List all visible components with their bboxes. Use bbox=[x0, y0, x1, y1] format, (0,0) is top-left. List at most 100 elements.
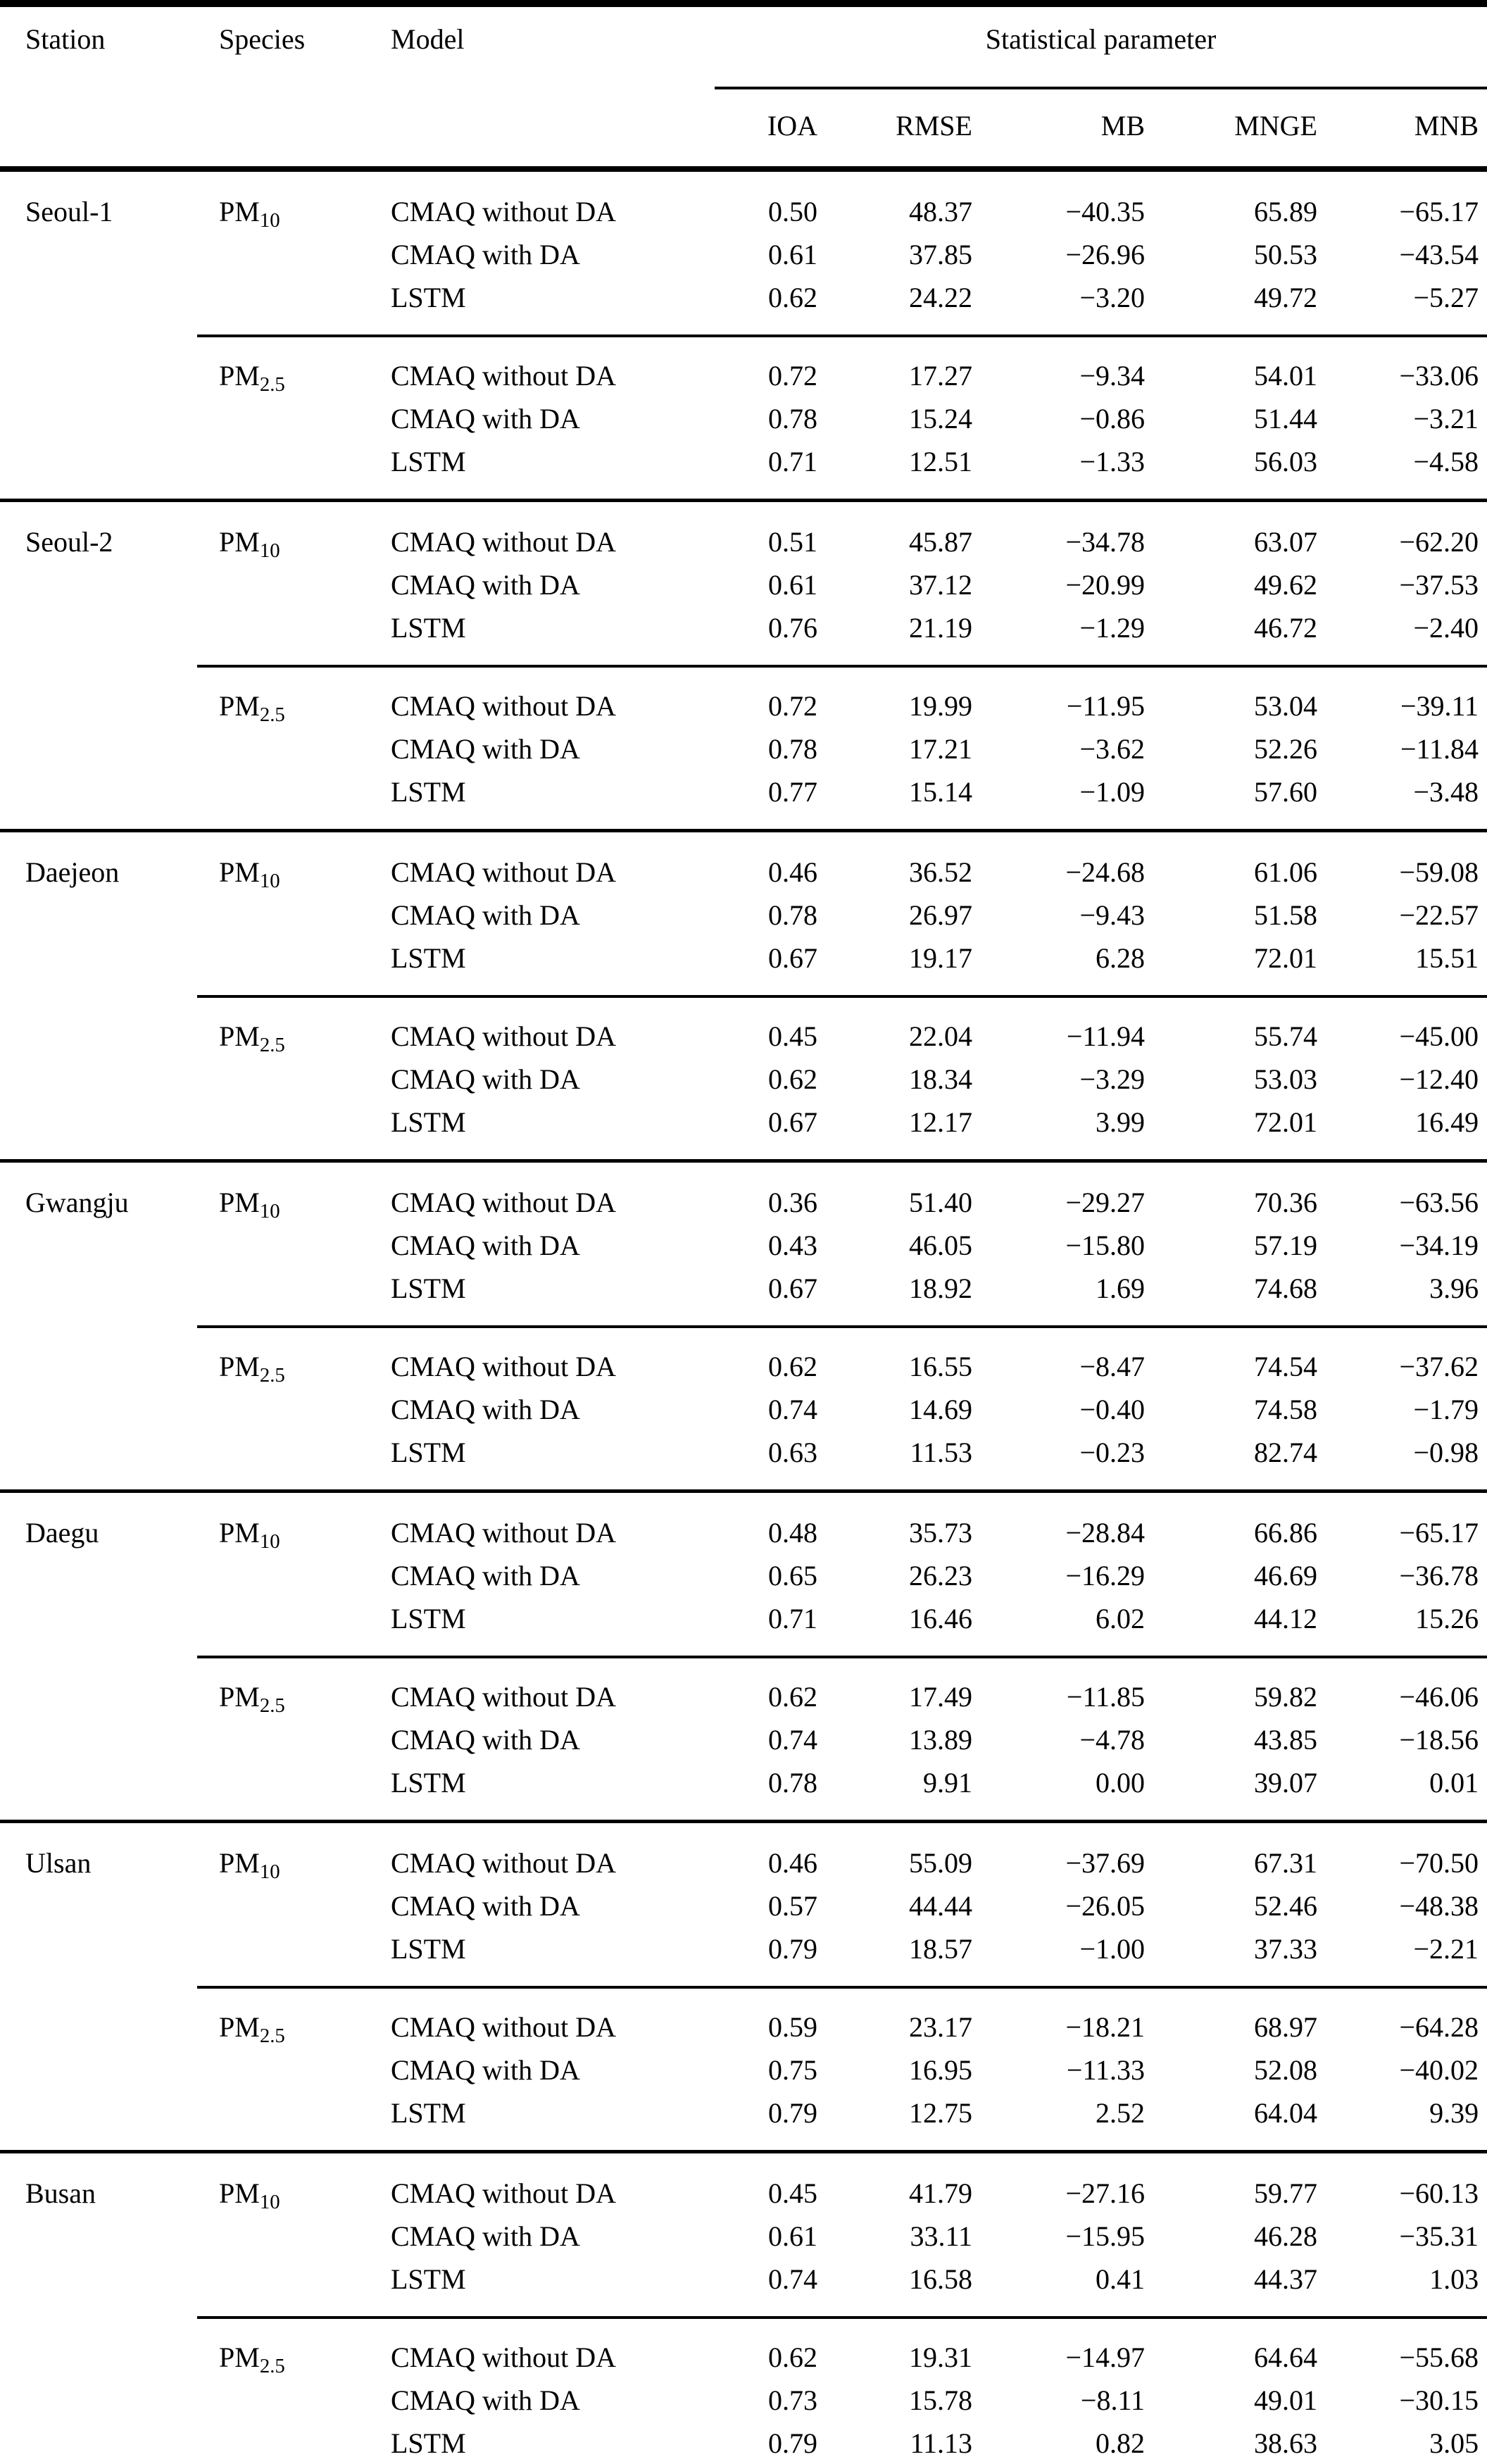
species-label: PM10 bbox=[197, 1489, 384, 1657]
stat-value-rmse: 35.73 bbox=[820, 1489, 975, 1554]
stat-value-ioa: 0.71 bbox=[768, 1603, 817, 1634]
stat-value-ioa: 0.76 bbox=[768, 612, 817, 644]
model-name: CMAQ with DA bbox=[391, 1724, 580, 1756]
stat-value-mnge: 57.60 bbox=[1254, 776, 1317, 808]
table-row: Daegu PM10 CMAQ without DA 0.48 35.73 −28.84 6… bbox=[0, 1489, 1487, 1822]
table-row: PM2.5 CMAQ without DA 0.59 23.17 −18.21 68.97… bbox=[0, 1986, 1487, 2152]
stat-value-mnge: 53.03 bbox=[1254, 1063, 1317, 1095]
column-header-rmse: RMSE bbox=[896, 110, 972, 142]
stat-value-mb: 0.41 bbox=[1096, 2263, 1145, 2295]
stat-value-mnge: 49.72 bbox=[1254, 282, 1317, 313]
stat-value-mnge: 49.62 bbox=[1254, 569, 1317, 601]
table-row: LSTM 0.62 24.22 −3.20 49.72 −5.27 bbox=[0, 276, 1487, 336]
model-name: CMAQ without DA bbox=[384, 1656, 715, 1718]
model-name: LSTM bbox=[391, 942, 466, 974]
model-name: LSTM bbox=[391, 446, 466, 477]
stat-value-mnb: −46.06 bbox=[1320, 1656, 1487, 1718]
species-label: PM2.5 bbox=[197, 995, 384, 1161]
model-name: LSTM bbox=[391, 1106, 466, 1138]
stat-value-ioa: 0.59 bbox=[715, 1986, 820, 2049]
table-row: LSTM 0.67 12.17 3.99 72.01 16.49 bbox=[0, 1101, 1487, 1161]
stat-value-mnb: −48.38 bbox=[1399, 1890, 1479, 1922]
stat-value-mnge: 82.74 bbox=[1254, 1437, 1317, 1468]
stat-value-mb: −0.86 bbox=[1079, 403, 1145, 434]
stat-value-rmse: 51.40 bbox=[820, 1159, 975, 1224]
stat-value-mb: 3.99 bbox=[1096, 1106, 1145, 1138]
stat-value-rmse: 19.31 bbox=[820, 2316, 975, 2379]
stat-value-mb: −15.80 bbox=[1065, 1230, 1145, 1261]
stat-value-mnge: 46.28 bbox=[1254, 2220, 1317, 2252]
stat-value-mnb: −39.11 bbox=[1320, 665, 1487, 727]
model-name: CMAQ with DA bbox=[391, 2384, 580, 2416]
species-subscript: 2.5 bbox=[259, 2355, 285, 2378]
species-label: PM2.5 bbox=[197, 665, 384, 831]
species-base: PM bbox=[219, 1187, 260, 1218]
stat-value-mnge: 64.04 bbox=[1254, 2097, 1317, 2129]
stat-value-mnb: −0.98 bbox=[1413, 1437, 1479, 1468]
stat-value-mnb: −12.40 bbox=[1399, 1063, 1479, 1095]
table-row: CMAQ with DA 0.78 15.24 −0.86 51.44 −3.21 bbox=[0, 397, 1487, 440]
stat-value-mnb: 0.01 bbox=[1429, 1767, 1479, 1799]
stat-value-mnb: −45.00 bbox=[1320, 995, 1487, 1058]
stat-value-mnb: −11.84 bbox=[1400, 733, 1479, 765]
table-row: CMAQ with DA 0.73 15.78 −8.11 49.01 −30.15 bbox=[0, 2379, 1487, 2422]
species-subscript: 10 bbox=[259, 870, 280, 893]
stat-value-rmse: 44.44 bbox=[909, 1890, 972, 1922]
stat-value-mnge: 72.01 bbox=[1254, 1106, 1317, 1138]
stat-value-rmse: 12.75 bbox=[909, 2097, 972, 2129]
column-header-mnge: MNGE bbox=[1234, 110, 1317, 142]
table-row: CMAQ with DA 0.61 33.11 −15.95 46.28 −35.31 bbox=[0, 2215, 1487, 2258]
stat-value-rmse: 26.23 bbox=[909, 1560, 972, 1591]
species-base: PM bbox=[219, 1351, 260, 1382]
model-name: CMAQ without DA bbox=[384, 2316, 715, 2379]
stat-value-ioa: 0.57 bbox=[768, 1890, 817, 1922]
species-base: PM bbox=[219, 2177, 260, 2209]
table-row: CMAQ with DA 0.65 26.23 −16.29 46.69 −36.78 bbox=[0, 1554, 1487, 1597]
species-label: PM10 bbox=[197, 499, 384, 666]
stat-value-mnge: 74.54 bbox=[1148, 1325, 1320, 1388]
stat-value-mnge: 68.97 bbox=[1148, 1986, 1320, 2049]
species-label: PM2.5 bbox=[197, 2316, 384, 2464]
stat-value-mb: −9.43 bbox=[1079, 899, 1145, 931]
stat-value-rmse: 17.21 bbox=[909, 733, 972, 765]
stat-value-ioa: 0.62 bbox=[715, 2316, 820, 2379]
stat-value-mnb: −65.17 bbox=[1320, 1489, 1487, 1554]
table-row: PM2.5 CMAQ without DA 0.62 17.49 −11.85 59.82… bbox=[0, 1656, 1487, 1822]
stat-value-ioa: 0.36 bbox=[715, 1159, 820, 1224]
stat-value-mnge: 59.82 bbox=[1148, 1656, 1320, 1718]
species-base: PM bbox=[219, 526, 260, 558]
stat-value-rmse: 15.24 bbox=[909, 403, 972, 434]
model-name: CMAQ with DA bbox=[391, 899, 580, 931]
model-name: LSTM bbox=[391, 1933, 466, 1965]
model-name: CMAQ without DA bbox=[384, 995, 715, 1058]
model-name: LSTM bbox=[391, 612, 466, 644]
stat-value-mb: −3.29 bbox=[1079, 1063, 1145, 1095]
stat-value-mnge: 51.58 bbox=[1254, 899, 1317, 931]
stat-value-mnge: 70.36 bbox=[1148, 1159, 1320, 1224]
stat-value-mb: −18.21 bbox=[975, 1986, 1148, 2049]
stat-value-mnge: 52.08 bbox=[1254, 2054, 1317, 2086]
model-name: CMAQ without DA bbox=[384, 1325, 715, 1388]
species-subscript: 2.5 bbox=[259, 1034, 285, 1057]
table-row: Seoul-2 PM10 CMAQ without DA 0.51 45.87 −34.7… bbox=[0, 499, 1487, 831]
model-name: CMAQ without DA bbox=[384, 334, 715, 397]
stat-value-mb: −0.40 bbox=[1079, 1394, 1145, 1425]
stat-value-ioa: 0.74 bbox=[768, 2263, 817, 2295]
species-label: PM10 bbox=[197, 166, 384, 336]
species-label: PM2.5 bbox=[197, 334, 384, 501]
stat-value-ioa: 0.45 bbox=[715, 995, 820, 1058]
stat-value-rmse: 19.99 bbox=[820, 665, 975, 727]
stat-value-mnge: 50.53 bbox=[1254, 239, 1317, 270]
stat-value-mb: −15.95 bbox=[1065, 2220, 1145, 2252]
model-name: LSTM bbox=[391, 2263, 466, 2295]
table-row: Seoul-1 PM10 CMAQ without DA 0.50 48.37 −40.3… bbox=[0, 166, 1487, 501]
model-name: CMAQ with DA bbox=[391, 1560, 580, 1591]
stat-value-mnb: −3.21 bbox=[1413, 403, 1479, 434]
species-base: PM bbox=[219, 360, 260, 392]
stat-value-mnge: 44.12 bbox=[1254, 1603, 1317, 1634]
stat-value-mnge: 54.01 bbox=[1148, 334, 1320, 397]
stat-value-mnb: 3.96 bbox=[1429, 1272, 1479, 1304]
model-name: LSTM bbox=[391, 1603, 466, 1634]
stat-value-ioa: 0.45 bbox=[715, 2150, 820, 2215]
model-name: CMAQ without DA bbox=[384, 665, 715, 727]
